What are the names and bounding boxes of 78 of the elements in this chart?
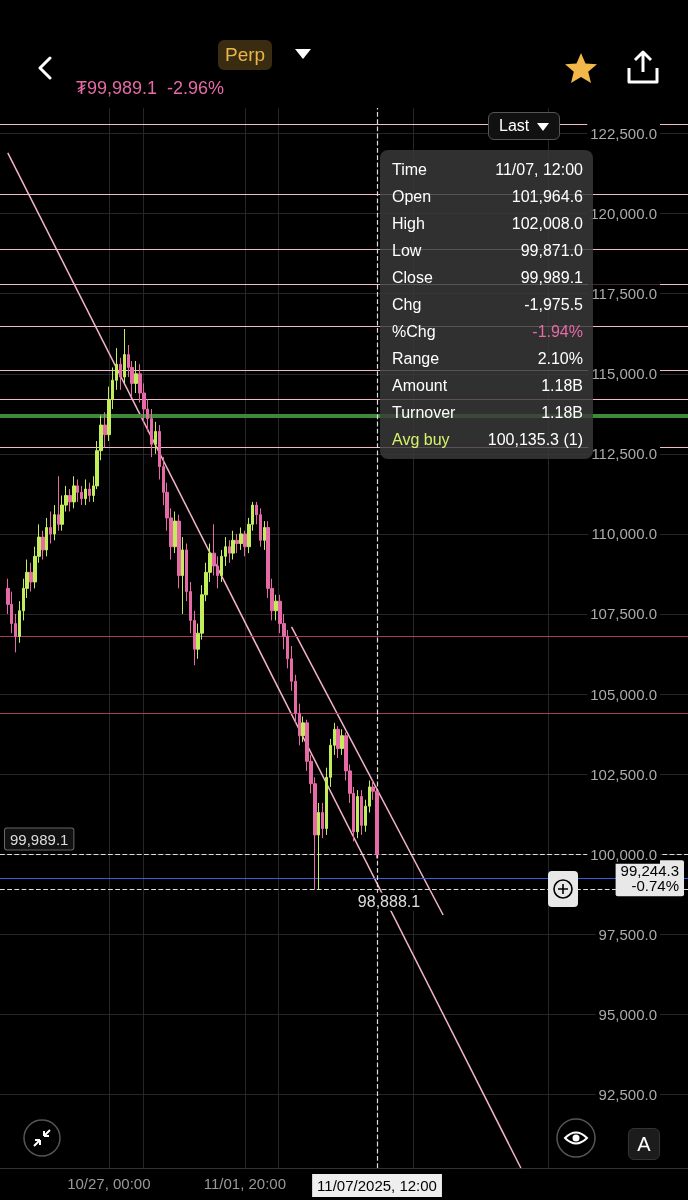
- y-tick-label: 117,500.0: [591, 285, 657, 303]
- candlestick: [84, 478, 87, 506]
- y-tick-label: 102,500.0: [590, 765, 657, 783]
- annotation: Time: [392, 160, 427, 180]
- candlestick: [301, 715, 305, 743]
- annotation: 102,008.0: [511, 214, 583, 234]
- y-tick-label: 122,500.0: [590, 125, 657, 143]
- candlestick: [356, 789, 359, 839]
- annotation: Range: [392, 349, 440, 369]
- y-tick-label: 112,500.0: [591, 445, 657, 463]
- annotation: Close: [392, 268, 433, 288]
- candlestick: [123, 328, 126, 384]
- y-tick-label: 92,500.0: [598, 1085, 657, 1103]
- annotation: Low: [392, 241, 422, 261]
- candlestick: [231, 530, 235, 561]
- candlestick: [243, 530, 247, 557]
- candlestick: [360, 789, 363, 836]
- annotation: 11/07, 12:00: [495, 160, 583, 180]
- annotation: 101,964.6: [511, 187, 583, 207]
- annotation: 2.10%: [537, 349, 583, 369]
- annotation: 99,989.1: [520, 268, 583, 288]
- annotation: 100,135.3 (1): [487, 430, 583, 450]
- x-tick-label: 11/01, 20:00: [203, 1175, 287, 1192]
- candlestick: [263, 520, 266, 551]
- candlestick: [336, 725, 340, 759]
- candlestick: [340, 728, 344, 756]
- chart-title: Perp: [218, 40, 273, 70]
- candlestick: [72, 475, 76, 509]
- candlestick: [49, 511, 52, 545]
- annotation: 1.18B: [541, 403, 583, 423]
- annotation: High: [392, 214, 425, 234]
- candlestick: [41, 530, 45, 561]
- x-tick-label: 10/27, 00:00: [67, 1175, 151, 1192]
- annotation: Turnover: [392, 403, 456, 423]
- candlestick: [76, 478, 79, 503]
- y-tick-label: 95,000.0: [598, 1005, 657, 1023]
- y-tick-label: 100,000.0: [590, 845, 657, 863]
- annotation: 99,871.0: [520, 241, 583, 261]
- annotation: -1,975.5: [524, 295, 583, 315]
- candlestick: [68, 488, 72, 512]
- annotation: Avg buy: [392, 430, 450, 450]
- candlestick: [119, 357, 122, 391]
- annotation: Chg: [392, 295, 422, 315]
- candlestick: [235, 533, 239, 554]
- annotation: 98,888.1: [357, 893, 421, 911]
- ref-line-label: 11/07/2025, 12:00: [317, 1177, 437, 1194]
- candlestick: [239, 527, 243, 551]
- y-tick-label: 97,500.0: [598, 925, 657, 943]
- candlestick: [274, 594, 278, 621]
- annotation: Last: [488, 112, 561, 140]
- candlestick: [45, 517, 48, 557]
- chart-subtitle: ₮99,989.1 -2.96%: [76, 78, 225, 99]
- annotation: -1.94%: [532, 322, 583, 342]
- candlestick: [57, 475, 60, 532]
- candlestick: [53, 504, 56, 541]
- candlestick: [103, 411, 107, 448]
- candlestick: [134, 360, 138, 394]
- y-tick-label: 110,000.0: [591, 525, 657, 543]
- annotation: A: [628, 1128, 660, 1160]
- candlestick: [228, 539, 231, 564]
- y-tick-label: 120,000.0: [590, 205, 657, 223]
- candlestick: [181, 536, 184, 615]
- y-tick-label: 115,000.0: [591, 365, 657, 383]
- candlestick: [88, 482, 91, 503]
- annotation: 1.18B: [541, 376, 583, 396]
- candlestick: [317, 802, 320, 890]
- candlestick: [29, 562, 33, 593]
- candlestick: [154, 421, 157, 455]
- candlestick: [321, 802, 324, 839]
- ref-line-label: 99,989.1: [10, 830, 69, 848]
- ref-line-label: 99,244.3 -0.74%: [620, 862, 679, 895]
- annotation: Open: [392, 187, 432, 207]
- annotation: %Chg: [392, 322, 436, 342]
- y-tick-label: 105,000.0: [590, 685, 657, 703]
- candlestick: [173, 511, 177, 554]
- y-tick-label: 107,500.0: [590, 605, 657, 623]
- candlestick: [177, 514, 181, 589]
- annotation: Amount: [392, 376, 448, 396]
